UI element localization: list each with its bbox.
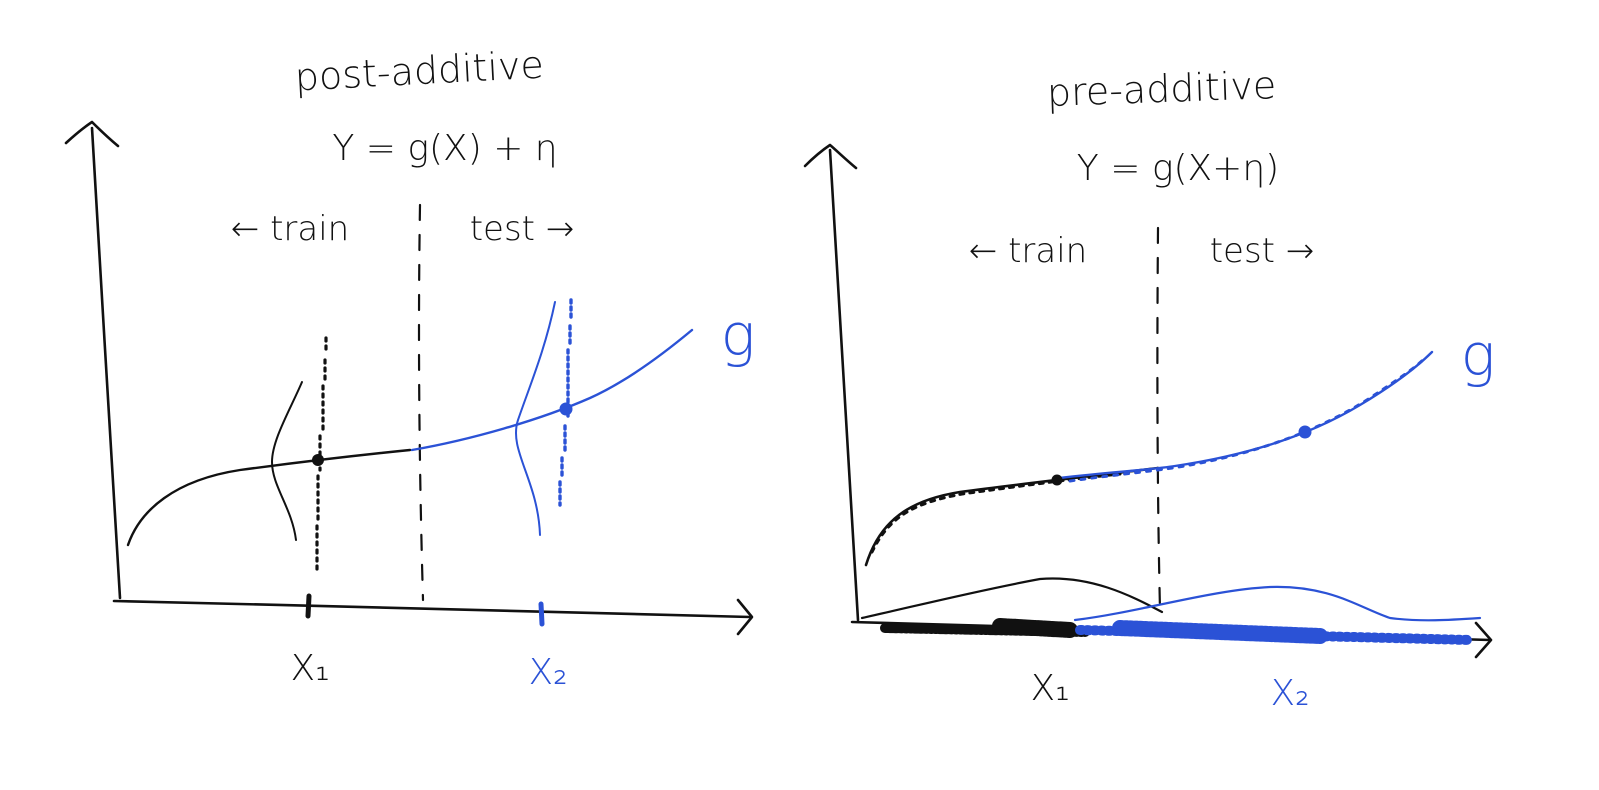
right-x-axis-arrow	[1474, 621, 1493, 659]
right-title: pre-additive	[1046, 63, 1277, 115]
left-samples-x2	[558, 298, 573, 507]
left-samples-x1	[315, 336, 328, 572]
left-test-label: test →	[470, 209, 575, 249]
right-equation: Y = g(X+η)	[1077, 148, 1279, 189]
right-g-curve-train	[864, 466, 1160, 567]
left-equation: Y = g(X) + η	[332, 128, 557, 169]
right-panel	[803, 143, 1493, 659]
right-g-curve-test	[1058, 350, 1434, 480]
right-g-curve-train-samples	[870, 472, 1122, 554]
left-title: post-additive	[294, 43, 545, 100]
left-mean-point-x1	[312, 454, 324, 466]
left-panel-labels: post-additive Y = g(X) + η ← train test …	[231, 43, 756, 693]
right-test-label: test →	[1210, 231, 1315, 271]
right-train-label: ← train	[969, 231, 1087, 271]
left-x2-tick	[538, 601, 545, 627]
right-panel-labels: pre-additive Y = g(X+η) ← train test → g…	[969, 63, 1496, 714]
right-test-sample-rug-dense	[1112, 620, 1328, 644]
right-x2-label: X₂	[1270, 673, 1309, 714]
right-x1-label: X₁	[1030, 668, 1069, 709]
left-y-axis-arrow	[64, 120, 120, 148]
right-train-test-divider	[1156, 226, 1162, 612]
left-noise-density-x2	[515, 301, 556, 536]
left-x2-label: X₂	[528, 652, 567, 693]
left-x-axis-arrow	[736, 598, 754, 636]
left-train-test-divider	[417, 203, 425, 602]
right-mean-point-x2	[1298, 425, 1312, 439]
left-noise-density-x1	[271, 381, 303, 541]
right-g-label: g	[1461, 321, 1496, 389]
left-train-label: ← train	[231, 209, 349, 249]
left-g-curve-test	[410, 328, 694, 452]
right-y-axis	[828, 148, 860, 622]
left-x1-label: X₁	[290, 648, 329, 689]
left-g-curve-train	[126, 448, 412, 547]
right-y-axis-arrow	[803, 143, 858, 170]
right-train-sample-rug-dense	[992, 618, 1078, 638]
left-mean-point-x2	[559, 402, 573, 416]
left-panel	[64, 120, 754, 636]
right-mean-point-x1	[1051, 474, 1063, 486]
right-train-density	[860, 577, 1164, 620]
left-y-axis	[90, 126, 122, 600]
left-x-axis	[112, 599, 752, 619]
left-x1-tick	[305, 593, 312, 619]
right-test-density	[1073, 585, 1482, 622]
right-g-curve-test-samples	[1068, 356, 1427, 483]
left-g-label: g	[721, 301, 756, 369]
